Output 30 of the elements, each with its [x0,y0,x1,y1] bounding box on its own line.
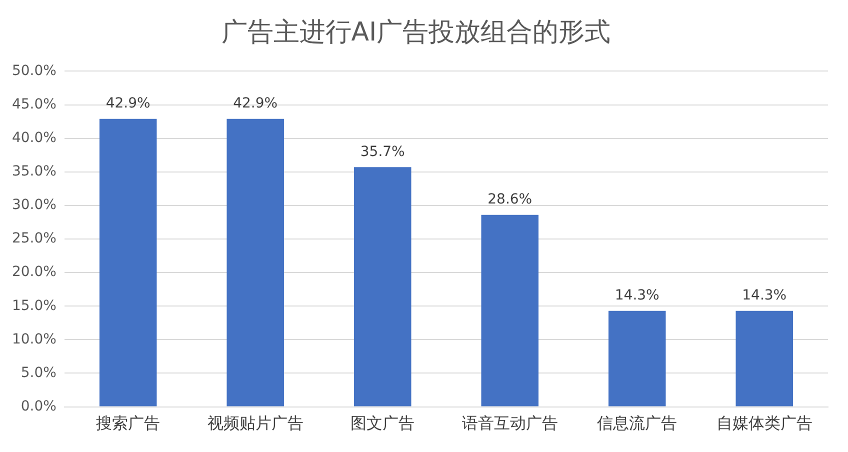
chart-title: 广告主进行AI广告投放组合的形式 [221,17,611,48]
y-tick-label: 40.0% [12,130,56,146]
y-tick-label: 35.0% [12,164,56,180]
y-tick-label: 20.0% [12,264,56,280]
y-tick-label: 45.0% [12,96,56,112]
x-tick-label: 语音互动广告 [462,414,558,433]
bar [608,310,666,406]
y-tick-label: 5.0% [20,364,56,381]
y-tick-label: 10.0% [12,331,56,348]
y-tick-label: 0.0% [20,398,56,414]
y-tick-label: 25.0% [12,230,56,247]
data-label: 42.9% [106,95,150,112]
bar [481,214,538,406]
data-label: 35.7% [360,144,405,160]
data-label: 28.6% [488,191,532,208]
bar [226,118,284,406]
x-tick-label: 信息流广告 [597,414,678,433]
y-tick-label: 30.0% [12,197,56,214]
y-tick-label: 15.0% [12,298,56,314]
x-tick-label: 图文广告 [350,414,415,433]
data-label: 14.3% [614,287,660,304]
data-label: 14.3% [742,287,787,304]
y-tick-label: 50.0% [12,62,56,79]
x-tick-label: 视频贴片广告 [207,414,304,433]
bar [99,118,157,406]
bar [736,310,794,406]
x-tick-label: 搜索广告 [96,414,160,433]
data-label: 42.9% [233,95,278,112]
x-tick-label: 自媒体类广告 [716,414,812,433]
bar [354,167,412,406]
